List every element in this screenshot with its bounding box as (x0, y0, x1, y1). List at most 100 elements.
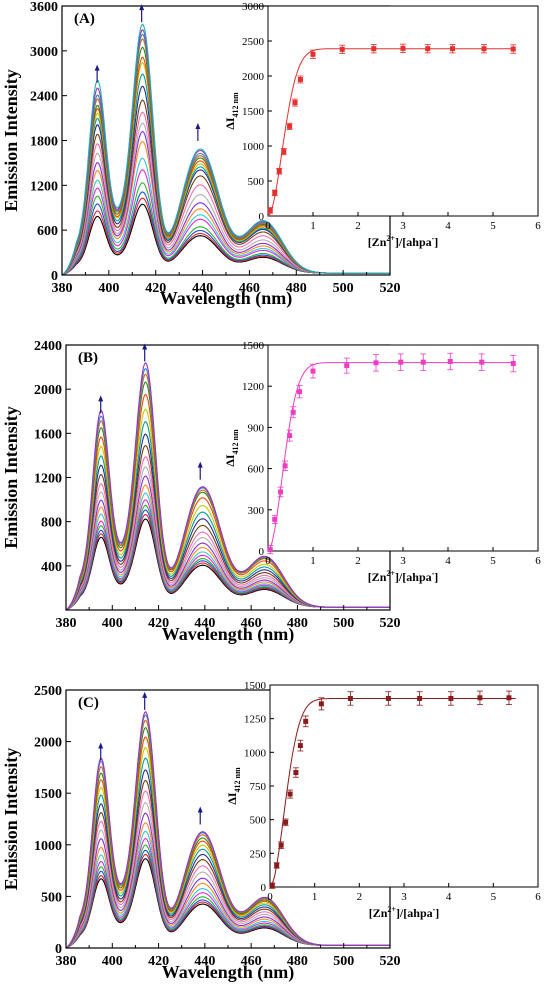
inset-y-tick-label: 1250 (244, 714, 267, 726)
inset-x-tick-label: 4 (446, 891, 452, 903)
inset-data-point (506, 695, 512, 701)
inset-x-title-part: ] (434, 235, 438, 249)
increase-arrow-head (142, 343, 148, 350)
y-axis-title: Emission Intensity (1, 406, 21, 549)
panel-label: (B) (78, 350, 98, 366)
inset-x-tick-label: 6 (535, 220, 541, 232)
x-tick-label: 400 (102, 616, 123, 631)
spectra-group (61, 23, 390, 276)
inset-y-title-part: ΔI (225, 792, 239, 805)
y-tick-label: 0 (55, 942, 62, 957)
inset-y-tick-label: 750 (250, 781, 267, 793)
inset-chart: 0 1 2 3 4 5 6 0 500 1000 1500 2000 2500 3000 [Zn2+]/[a… (223, 1, 541, 249)
inset-x-tick-label: 3 (400, 555, 406, 567)
inset-data-point (477, 695, 483, 701)
inset-x-tick-label: 0 (267, 891, 273, 903)
inset-fit-curve (267, 362, 516, 552)
inset-data-point (448, 695, 454, 701)
increase-arrow-head (197, 461, 203, 468)
inset-x-tick-label: 6 (535, 555, 541, 567)
inset-x-title-part: [Zn (368, 570, 387, 584)
inset-y-tick-label: 500 (250, 815, 267, 827)
inset-x-tick-label: 1 (312, 891, 318, 903)
inset-x-title-part: ]/[ahpa (395, 570, 432, 584)
inset-x-title-part: - (432, 569, 435, 578)
x-tick-label: 400 (102, 954, 123, 969)
inset-data-point (481, 46, 487, 52)
inset-data-point (267, 207, 273, 213)
inset-y-tick-label: 0 (259, 546, 265, 558)
inset-x-tick-label: 4 (445, 220, 451, 232)
inset-x-tick-label: 3 (400, 220, 406, 232)
increase-arrow-head (197, 806, 203, 813)
inset-data-point (293, 770, 299, 776)
inset-data-point (450, 46, 455, 52)
inset-x-tick-label: 3 (401, 891, 407, 903)
inset-y-tick-label: 0 (259, 211, 265, 223)
x-tick-label: 500 (333, 281, 354, 296)
inset-data-point (287, 123, 293, 129)
increase-arrow-head (94, 64, 100, 71)
inset-data-point (297, 743, 303, 749)
x-tick-label: 440 (192, 281, 213, 296)
inset-x-title-part: [Zn (368, 235, 387, 249)
y-tick-label: 1000 (34, 839, 62, 854)
inset-data-point (282, 463, 288, 469)
x-tick-label: 420 (148, 954, 169, 969)
inset-y-title-sub: 412 nm (231, 92, 240, 117)
inset-y-tick-label: 1500 (242, 106, 265, 118)
panel-c: 380 400 420 440 460 480 500 5200500100015002000… (1, 680, 541, 983)
inset-x-tick-label: 0 (265, 555, 271, 567)
inset-x-tick-label: 0 (265, 220, 271, 232)
panel-b: 380 400 420 440 460 480 500 5204008001200160020… (1, 339, 541, 645)
y-tick-label: 2400 (30, 90, 58, 105)
increase-arrow-head (195, 122, 201, 129)
x-tick-label: 520 (380, 954, 401, 969)
inset-data-point (425, 46, 431, 52)
inset-y-title-part: ΔI (223, 454, 237, 467)
inset-data-point (310, 368, 316, 374)
y-tick-label: 3600 (30, 0, 58, 15)
inset-data-point (344, 363, 350, 369)
inset-y-tick-label: 1500 (244, 680, 267, 692)
inset-data-point (303, 718, 309, 724)
inset-x-tick-label: 5 (491, 891, 497, 903)
y-tick-label: 800 (41, 516, 62, 531)
inset-y-tick-label: 3000 (242, 1, 265, 13)
y-tick-label: 3000 (30, 45, 58, 60)
inset-y-tick-label: 600 (248, 464, 265, 476)
inset-data-point (281, 149, 287, 155)
x-tick-label: 500 (333, 954, 354, 969)
panel-a: 380 400 420 440 460 480 500 5200600120018002400… (1, 0, 541, 309)
inset-x-tick-label: 5 (490, 220, 496, 232)
inset-x-tick-label: 5 (490, 555, 496, 567)
x-tick-label: 500 (333, 616, 354, 631)
inset-data-point (269, 883, 275, 889)
inset-y-tick-label: 1000 (242, 141, 265, 153)
inset-y-tick-label: 1500 (242, 340, 265, 352)
y-tick-label: 600 (37, 224, 58, 239)
inset-x-axis-title: [Zn2+]/[ahpa-] (368, 234, 439, 249)
inset-y-title-sub: 412 nm (231, 429, 240, 454)
y-tick-label: 1200 (30, 179, 58, 194)
x-tick-label: 460 (239, 281, 260, 296)
y-axis-title: Emission Intensity (1, 748, 21, 891)
inset-y-axis-title: ΔI412 nm (223, 92, 240, 130)
inset-chart: 0 1 2 3 4 5 6 0 300 600 900 1200 1500 [Zn2+]/[ahpa-] Δ… (223, 340, 541, 584)
inset-data-point (276, 168, 282, 174)
spectra-group (65, 711, 390, 949)
inset-data-point (290, 409, 296, 415)
inset-x-title-part: ] (435, 906, 439, 920)
inset-x-title-part: ] (434, 570, 438, 584)
inset-y-tick-label: 0 (261, 882, 267, 894)
panel-label: (A) (74, 11, 95, 27)
increase-arrow-head (139, 4, 145, 11)
inset-x-tick-label: 4 (445, 555, 451, 567)
inset-data-point (272, 190, 278, 196)
x-tick-label: 440 (194, 954, 215, 969)
increase-arrow-head (98, 395, 104, 402)
spectrum-line-19 (65, 362, 390, 611)
spectrum-line-20 (61, 23, 390, 276)
inset-x-tick-label: 6 (535, 891, 541, 903)
y-tick-label: 1800 (30, 135, 58, 150)
